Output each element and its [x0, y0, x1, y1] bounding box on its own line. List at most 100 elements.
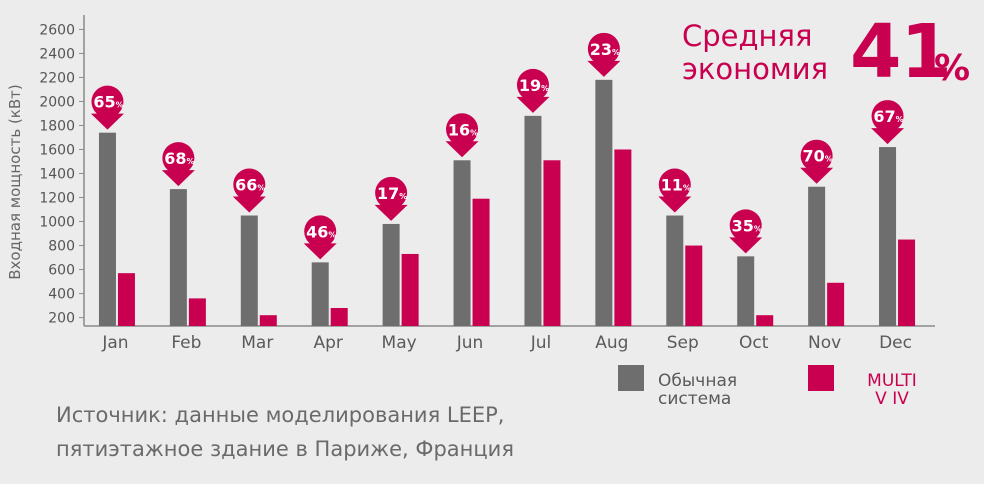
source-note-line1: Источник: данные моделирования LEEP,	[56, 403, 505, 427]
bar-conventional-apr	[311, 262, 329, 326]
x-tick-label: Jan	[101, 333, 128, 353]
savings-marker-arrow	[658, 196, 692, 213]
savings-marker-arrow	[800, 167, 834, 184]
savings-marker-jul: 19%	[516, 68, 550, 113]
y-tick-label: 2000	[39, 94, 75, 110]
savings-marker-circle	[375, 176, 408, 209]
y-tick-label: 600	[48, 263, 75, 279]
headline-label-line2: экономия	[682, 52, 829, 86]
savings-value-jan: 65%	[93, 93, 123, 112]
legend-swatch-conventional	[618, 365, 644, 391]
savings-marker-circle	[658, 168, 691, 201]
savings-value-dec: 67%	[873, 107, 903, 126]
savings-marker-arrow	[374, 204, 408, 221]
savings-marker-nov: 70%	[800, 139, 834, 184]
bar-multi-mar	[259, 315, 277, 326]
headline-label: Средняя экономия	[682, 20, 852, 86]
bar-conventional-aug	[595, 79, 613, 326]
bar-multi-dec	[898, 239, 916, 326]
y-tick-label: 200	[48, 311, 75, 327]
bar-multi-feb	[188, 298, 206, 326]
bar-multi-jan	[117, 273, 135, 326]
x-tick-label: Jun	[456, 333, 484, 353]
savings-marker-mar: 66%	[232, 168, 266, 213]
x-tick-label: Oct	[739, 333, 769, 353]
y-tick-label: 400	[48, 287, 75, 303]
savings-value-jun: 16%	[448, 120, 478, 139]
savings-marker-arrow	[516, 96, 550, 113]
savings-marker-circle	[587, 32, 620, 65]
legend-multi-line1: MULTI	[867, 371, 917, 391]
x-axis-labels: Jan Feb Mar Apr May Jun Jul Aug Sep Oct Nov Dec	[101, 333, 912, 353]
legend-conventional-line2: система	[658, 389, 732, 409]
savings-marker-arrow	[871, 128, 905, 145]
savings-marker-circle	[516, 68, 549, 101]
savings-marker-arrow	[161, 170, 195, 187]
savings-marker-oct: 35%	[729, 209, 763, 254]
bar-multi-sep	[685, 245, 703, 326]
bar-conventional-jun	[453, 160, 471, 326]
legend-conventional-line1: Обычная	[658, 371, 738, 391]
bar-conventional-mar	[240, 215, 258, 326]
savings-value-nov: 70%	[802, 147, 832, 166]
x-tick-label: Dec	[879, 333, 912, 353]
x-tick-label: May	[382, 333, 417, 353]
bar-conventional-jul	[524, 115, 542, 326]
y-tick-label: 800	[48, 239, 75, 255]
y-axis-ticks: 200 400 600 800 1000 1200 1400 1600 1800 2000 2200…	[39, 22, 84, 327]
y-tick-label: 2600	[39, 22, 75, 38]
y-tick-label: 1200	[39, 191, 75, 207]
savings-marker-arrow	[445, 141, 479, 158]
source-note-line2: пятиэтажное здание в Париже, Франция	[56, 437, 514, 461]
savings-marker-circle	[446, 113, 479, 146]
savings-marker-arrow	[90, 113, 124, 130]
y-axis-label: Входная мощность (кВт)	[6, 84, 24, 280]
savings-marker-jun: 16%	[445, 113, 479, 158]
y-tick-label: 1400	[39, 167, 75, 183]
legend-label-conventional: Обычная система	[658, 372, 737, 408]
bar-conventional-may	[382, 223, 400, 326]
y-tick-label: 2200	[39, 70, 75, 86]
y-tick-label: 1600	[39, 142, 75, 158]
x-tick-label: Aug	[595, 333, 628, 353]
savings-marker-feb: 68%	[161, 142, 195, 187]
savings-marker-sep: 11%	[658, 168, 692, 213]
savings-marker-circle	[304, 215, 337, 248]
x-tick-label: Sep	[667, 333, 699, 353]
savings-marker-may: 17%	[374, 176, 408, 221]
y-tick-label: 1800	[39, 118, 75, 134]
headline-label-line1: Средняя	[682, 19, 813, 53]
savings-value-mar: 66%	[235, 176, 265, 195]
y-tick-label: 1000	[39, 215, 75, 231]
x-tick-label: Nov	[808, 333, 841, 353]
legend-swatch-multi	[808, 365, 834, 391]
savings-marker-arrow	[587, 60, 621, 77]
savings-marker-arrow	[729, 237, 763, 254]
savings-marker-circle	[162, 142, 195, 175]
bar-conventional-sep	[666, 215, 684, 326]
headline-value: 41	[850, 9, 952, 95]
bar-conventional-dec	[879, 147, 897, 326]
x-tick-label: Jul	[530, 333, 552, 353]
bar-conventional-oct	[737, 256, 755, 326]
savings-markers: 65% 68% 66% 46% 17% 16% 19% 23% 11% 35% 70% 67%	[90, 32, 905, 260]
savings-marker-circle	[871, 100, 904, 133]
savings-marker-jan: 65%	[90, 85, 124, 130]
bar-conventional-feb	[169, 189, 187, 326]
savings-value-apr: 46%	[306, 222, 336, 241]
savings-marker-dec: 67%	[871, 100, 905, 145]
savings-marker-circle	[91, 85, 124, 118]
savings-value-oct: 35%	[732, 216, 762, 235]
legend-multi-line2: V IV	[875, 389, 909, 409]
savings-marker-circle	[729, 209, 762, 242]
x-tick-label: Feb	[171, 333, 201, 353]
savings-marker-arrow	[303, 243, 337, 260]
savings-marker-apr: 46%	[303, 215, 337, 260]
bar-multi-may	[401, 253, 419, 326]
legend-label-multi: MULTI V IV	[857, 372, 927, 408]
y-tick-label: 2400	[39, 46, 75, 62]
savings-value-jul: 19%	[519, 76, 549, 95]
savings-value-sep: 11%	[661, 176, 691, 195]
